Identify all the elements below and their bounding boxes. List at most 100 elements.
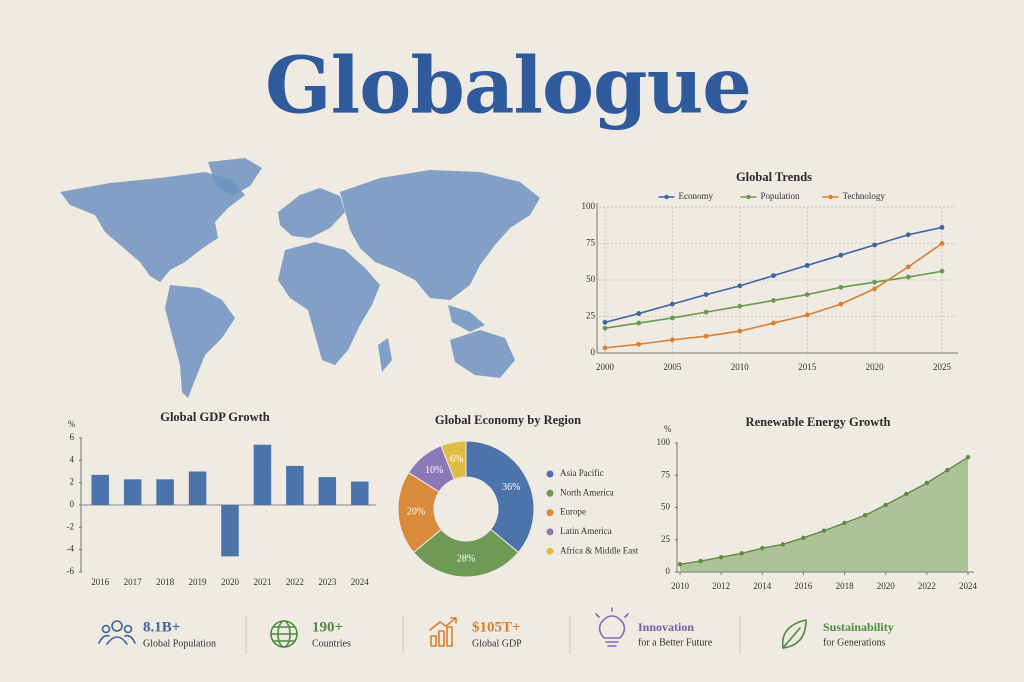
x-tick-label: 2021 xyxy=(253,577,271,587)
x-tick-label: 2016 xyxy=(91,577,110,587)
point xyxy=(905,264,911,270)
point xyxy=(636,320,642,326)
x-tick-label: 2024 xyxy=(959,581,978,591)
point xyxy=(924,480,930,486)
y-tick-label: 25 xyxy=(586,311,596,321)
point xyxy=(939,241,945,246)
y-tick-label: 0 xyxy=(70,499,75,509)
bar xyxy=(91,474,109,505)
x-tick-label: 2022 xyxy=(286,577,304,587)
y-axis-label: % xyxy=(68,419,76,429)
legend-label: Technology xyxy=(843,191,886,201)
globe-icon xyxy=(270,620,298,648)
point xyxy=(872,242,877,248)
chart-title: Renewable Energy Growth xyxy=(746,415,891,429)
bar xyxy=(286,465,304,505)
point xyxy=(862,513,868,518)
legend-label: Asia Pacific xyxy=(560,468,604,478)
y-tick-label: 4 xyxy=(70,454,75,464)
legend-label: Population xyxy=(761,191,801,201)
stat-value: $105T+ xyxy=(472,619,521,635)
x-tick-label: 2022 xyxy=(918,581,936,591)
legend-label: Europe xyxy=(560,507,586,517)
point xyxy=(670,337,675,343)
world-map xyxy=(60,158,540,398)
y-tick-label: 0 xyxy=(666,566,671,576)
x-tick-label: 2023 xyxy=(318,577,337,587)
stat-value: Sustainability xyxy=(823,620,894,634)
slice-label: 36% xyxy=(502,482,520,493)
stat-value: 190+ xyxy=(312,619,343,635)
point xyxy=(703,333,709,339)
x-tick-label: 2024 xyxy=(351,577,370,587)
slice-label: 6% xyxy=(450,454,463,465)
point xyxy=(677,562,683,567)
y-tick-label: -4 xyxy=(67,544,75,554)
x-tick-label: 2020 xyxy=(877,581,896,591)
y-tick-label: 75 xyxy=(661,469,671,479)
point xyxy=(670,315,675,321)
point xyxy=(771,320,776,326)
slice-label: 28% xyxy=(457,553,475,564)
bar xyxy=(253,444,272,505)
point xyxy=(698,558,703,564)
stat-label: for Generations xyxy=(823,637,886,648)
stat-label: Countries xyxy=(312,638,351,649)
stat-value: 8.1B+ xyxy=(143,619,180,635)
point xyxy=(703,309,709,315)
point xyxy=(838,301,844,307)
point xyxy=(905,274,911,280)
y-tick-label: 100 xyxy=(657,437,671,447)
point xyxy=(636,341,642,347)
x-tick-label: 2016 xyxy=(794,581,813,591)
point xyxy=(945,467,950,473)
y-tick-label: 100 xyxy=(582,201,596,211)
pie-slice xyxy=(412,528,520,578)
x-tick-label: 2005 xyxy=(663,362,682,372)
legend-label: Latin America xyxy=(560,526,612,536)
point xyxy=(801,535,806,541)
x-tick-label: 2020 xyxy=(221,577,240,587)
point xyxy=(703,292,709,297)
slice-label: 20% xyxy=(407,506,425,517)
pie-slice xyxy=(440,440,467,480)
point xyxy=(872,279,877,285)
legend-label: North America xyxy=(560,487,614,497)
y-tick-label: -6 xyxy=(67,566,75,576)
page-title: Globalogue xyxy=(265,41,751,132)
stat-value: Innovation xyxy=(638,620,694,634)
point xyxy=(636,311,642,316)
x-tick-label: 2010 xyxy=(731,362,750,372)
point xyxy=(965,454,971,460)
point xyxy=(737,303,743,309)
bar xyxy=(188,471,207,505)
point xyxy=(602,325,608,331)
point xyxy=(739,551,744,556)
bar xyxy=(318,477,337,505)
legend-marker xyxy=(546,489,554,497)
x-tick-label: 2018 xyxy=(836,581,855,591)
y-tick-label: 75 xyxy=(586,238,596,248)
chart-title: Global Economy by Region xyxy=(435,413,581,427)
point xyxy=(737,283,743,289)
point xyxy=(760,545,765,551)
stat-label: Global GDP xyxy=(472,638,522,649)
point xyxy=(842,520,847,526)
point xyxy=(737,328,743,334)
point xyxy=(939,268,945,274)
legend-marker xyxy=(664,194,669,200)
point xyxy=(883,502,888,508)
stats-row: 8.1B+ Global Population 190+ Countries $… xyxy=(98,607,894,654)
legend-marker xyxy=(546,470,554,478)
slice-label: 10% xyxy=(425,465,443,476)
bar xyxy=(351,481,369,505)
leaf-icon xyxy=(781,619,807,649)
area xyxy=(680,457,968,572)
legend-marker xyxy=(828,194,833,200)
gdp-icon xyxy=(429,617,457,647)
point xyxy=(904,491,909,497)
point xyxy=(771,298,776,303)
stat-label: for a Better Future xyxy=(638,637,713,648)
bar xyxy=(123,479,142,505)
